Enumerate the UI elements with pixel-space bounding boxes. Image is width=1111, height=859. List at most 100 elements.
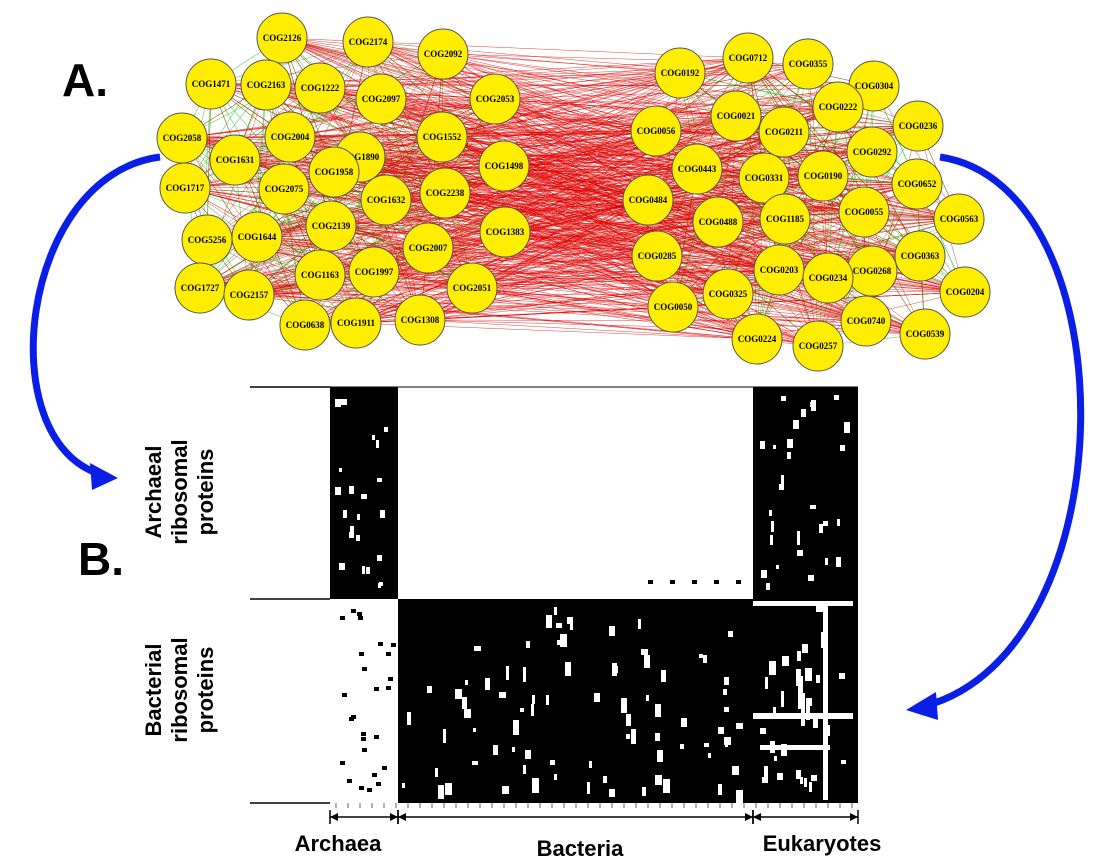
matrix-gap xyxy=(736,790,743,805)
cog-node: COG0712 xyxy=(722,32,774,84)
archaeal-label-line1: Archaeal xyxy=(141,446,166,539)
between-edge xyxy=(656,63,809,257)
node-label: COG0563 xyxy=(940,214,979,224)
matrix-dot xyxy=(361,732,366,736)
matrix-gap xyxy=(343,510,347,518)
node-circle xyxy=(812,81,864,133)
between-edge xyxy=(319,87,496,100)
cog-node: COG0331 xyxy=(738,152,790,204)
matrix-gap xyxy=(350,526,354,533)
node-circle xyxy=(209,134,261,186)
between-edge xyxy=(427,221,719,249)
cog-node: COG0484 xyxy=(622,174,674,226)
panel-b-label: B. xyxy=(78,533,124,585)
archaea-column-label: Archaea xyxy=(295,831,383,856)
node-circle xyxy=(305,200,357,252)
cog-node: COG0203 xyxy=(753,244,805,296)
node-label: COG2007 xyxy=(409,243,448,253)
matrix-gap xyxy=(819,524,823,533)
matrix-gap xyxy=(718,727,724,734)
matrix-dot xyxy=(362,748,367,752)
bacterial-label-line3: proteins xyxy=(193,647,218,734)
between-edge xyxy=(373,53,444,273)
between-edge xyxy=(206,239,357,324)
cog-node: COG0236 xyxy=(892,100,944,152)
matrix-gap xyxy=(718,784,722,795)
matrix-gap xyxy=(841,760,846,764)
bacteria-column-label: Bacteria xyxy=(537,836,625,859)
bracket-arrowhead xyxy=(398,813,406,821)
matrix-gap xyxy=(836,557,841,567)
between-edge xyxy=(783,131,819,347)
matrix-gap xyxy=(554,774,557,780)
between-edge xyxy=(330,225,473,289)
matrix-gap xyxy=(797,531,800,537)
matrix-dot xyxy=(347,779,352,783)
matrix-gap xyxy=(372,435,375,440)
matrix-gap xyxy=(570,617,573,630)
node-circle xyxy=(731,313,783,365)
cog-node: COG0204 xyxy=(939,266,991,318)
matrix-gap xyxy=(646,695,649,701)
matrix-gap xyxy=(349,532,354,538)
matrix-gap xyxy=(462,697,467,709)
matrix-gap xyxy=(732,766,739,775)
eukaryotes-column-label: Eukaryotes xyxy=(763,831,882,856)
cog-node: COG1471 xyxy=(185,58,237,110)
between-edge xyxy=(373,271,758,340)
matrix-gap xyxy=(761,570,767,578)
matrix-gap xyxy=(703,655,707,663)
matrix-gap xyxy=(723,689,727,695)
matrix-gap xyxy=(806,704,810,720)
node-label: COG0234 xyxy=(809,273,848,283)
matrix-gap xyxy=(681,718,687,727)
matrix-gap xyxy=(362,566,365,574)
node-label: COG0224 xyxy=(738,334,777,344)
cog-node: COG1308 xyxy=(394,294,446,346)
node-circle xyxy=(622,174,674,226)
matrix-dot xyxy=(378,642,383,646)
matrix-gap xyxy=(642,787,646,796)
matrix-gap xyxy=(782,656,789,666)
node-circle xyxy=(360,174,412,226)
matrix-gap xyxy=(626,734,630,739)
matrix-gap xyxy=(589,761,592,768)
node-label: COG0638 xyxy=(286,320,325,330)
matrix-gap xyxy=(587,782,590,794)
cog-node: COG0257 xyxy=(792,320,844,372)
node-label: COG0443 xyxy=(678,164,717,174)
matrix-dot xyxy=(351,609,356,613)
matrix-gap xyxy=(725,743,728,747)
between-edge xyxy=(873,85,960,220)
between-edge xyxy=(181,98,496,139)
between-edge xyxy=(184,187,421,321)
node-circle xyxy=(840,295,892,347)
node-label: COG0539 xyxy=(906,329,945,339)
node-label: COG0055 xyxy=(845,207,884,217)
matrix-gap xyxy=(339,563,345,570)
node-label: COG2051 xyxy=(453,283,492,293)
matrix-gap xyxy=(402,783,405,788)
cog-node: COG0563 xyxy=(933,193,985,245)
node-label: COG2097 xyxy=(362,94,401,104)
matrix-gap xyxy=(769,661,776,675)
matrix-dot xyxy=(362,667,367,671)
matrix-dot xyxy=(670,580,675,584)
cog-nodes: COG2126 COG2174 COG2092 COG1471 COG2163 COG12… xyxy=(156,12,991,372)
matrix-gap xyxy=(724,707,729,712)
bacterial-label-line2: ribosomal xyxy=(167,637,192,742)
between-edge xyxy=(427,72,681,249)
node-circle xyxy=(710,90,762,142)
matrix-gap xyxy=(808,575,814,581)
node-circle xyxy=(416,111,468,163)
node-circle xyxy=(223,269,275,321)
matrix-gap xyxy=(594,693,600,702)
matrix-dot xyxy=(391,643,396,647)
node-circle xyxy=(892,100,944,152)
matrix-gap xyxy=(798,693,805,709)
matrix-gap xyxy=(736,723,743,729)
matrix-gap xyxy=(764,766,768,781)
between-edge xyxy=(504,231,729,295)
node-label: COG0236 xyxy=(899,121,938,131)
